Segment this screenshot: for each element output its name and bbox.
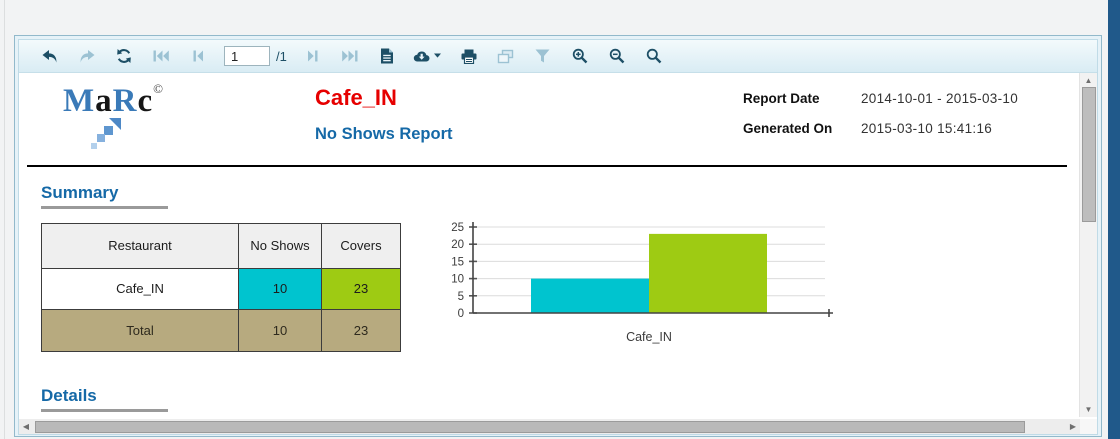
report-viewer: /1	[14, 35, 1102, 437]
vertical-scrollbar[interactable]: ▲ ▼	[1079, 73, 1097, 417]
scroll-right-icon[interactable]: ▶	[1069, 422, 1077, 431]
page-number-input[interactable]	[224, 46, 270, 66]
generated-on-label: Generated On	[743, 121, 833, 136]
report-viewer-frame: /1	[18, 39, 1098, 435]
generated-on-value: 2015-03-10 15:41:16	[861, 121, 993, 136]
report-header: MaRc© Cafe_IN No Shows Report Report Dat…	[41, 81, 1097, 159]
summary-no-shows-cell: 10	[238, 267, 322, 311]
vertical-scroll-thumb[interactable]	[1082, 87, 1096, 222]
report-title-block: Cafe_IN No Shows Report	[315, 81, 743, 159]
brand-logo: MaRc©	[41, 81, 315, 159]
summary-total-no-shows: 10	[238, 309, 322, 352]
window-left-edge	[4, 0, 5, 439]
summary-total-label: Total	[41, 309, 239, 352]
filter-icon[interactable]	[532, 46, 554, 66]
svg-text:25: 25	[451, 222, 464, 234]
report-page: MaRc© Cafe_IN No Shows Report Report Dat…	[19, 73, 1097, 423]
page-total-label: /1	[276, 48, 287, 64]
report-canvas: MaRc© Cafe_IN No Shows Report Report Dat…	[19, 73, 1097, 434]
svg-text:10: 10	[451, 274, 464, 286]
refresh-icon[interactable]	[113, 46, 135, 66]
next-page-icon[interactable]	[302, 46, 324, 66]
svg-text:15: 15	[451, 256, 464, 268]
redo-icon[interactable]	[76, 46, 98, 66]
search-icon[interactable]	[643, 46, 665, 66]
print-copies-icon[interactable]	[495, 46, 517, 66]
summary-table: Restaurant No Shows Covers Cafe_IN 10 23…	[41, 223, 401, 352]
details-heading: Details	[41, 386, 97, 405]
header-divider	[27, 165, 1067, 167]
report-subtitle: No Shows Report	[315, 125, 453, 143]
bar-1	[649, 233, 767, 313]
summary-covers-cell: 23	[321, 267, 401, 311]
report-title: Cafe_IN	[315, 85, 397, 110]
undo-icon[interactable]	[39, 46, 61, 66]
svg-text:5: 5	[458, 291, 464, 303]
scroll-up-icon[interactable]: ▲	[1084, 76, 1093, 85]
report-meta: Report Date 2014-10-01 - 2015-03-10 Gene…	[743, 81, 1097, 159]
report-date-value: 2014-10-01 - 2015-03-10	[861, 91, 1019, 106]
summary-col-restaurant: Restaurant	[41, 223, 239, 269]
summary-total-row: Total 10 23	[41, 309, 401, 352]
svg-text:20: 20	[451, 239, 464, 251]
report-date-label: Report Date	[743, 91, 820, 106]
zoom-out-icon[interactable]	[606, 46, 628, 66]
summary-heading-underline	[41, 206, 168, 209]
export-document-icon[interactable]	[376, 46, 398, 66]
scrollbar-corner	[1080, 419, 1097, 434]
copyright-mark: ©	[153, 81, 165, 96]
last-page-icon[interactable]	[339, 46, 361, 66]
window-accent-strip	[1108, 0, 1120, 439]
summary-data-row: Cafe_IN 10 23	[41, 267, 401, 311]
scroll-down-icon[interactable]: ▼	[1084, 405, 1093, 414]
svg-text:0: 0	[458, 308, 464, 320]
summary-section: Restaurant No Shows Covers Cafe_IN 10 23…	[41, 222, 1097, 352]
horizontal-scrollbar[interactable]: ◀ ▶	[19, 419, 1080, 434]
horizontal-scroll-thumb[interactable]	[35, 420, 1025, 433]
summary-header-row: Restaurant No Shows Covers	[41, 223, 401, 269]
viewer-toolbar: /1	[19, 40, 1097, 73]
details-heading-underline	[41, 409, 168, 412]
summary-bar-chart: 0 5 10 15 20 25 Cafe_IN	[439, 215, 839, 352]
download-cloud-icon[interactable]	[413, 46, 443, 66]
brand-logo-text: MaRc©	[63, 81, 165, 119]
svg-text:Cafe_IN: Cafe_IN	[626, 330, 672, 344]
bar-0	[531, 278, 649, 313]
zoom-in-icon[interactable]	[569, 46, 591, 66]
first-page-icon[interactable]	[150, 46, 172, 66]
summary-col-no-shows: No Shows	[238, 223, 322, 269]
prev-page-icon[interactable]	[187, 46, 209, 66]
page-navigation: /1	[224, 46, 287, 66]
summary-col-covers: Covers	[321, 223, 401, 269]
bar-chart-svg: 0 5 10 15 20 25 Cafe_IN	[451, 222, 833, 344]
summary-total-covers: 23	[321, 309, 401, 352]
summary-heading: Summary	[41, 183, 119, 202]
pixel-arrow-icon	[91, 118, 121, 149]
summary-restaurant-cell: Cafe_IN	[41, 267, 239, 311]
print-icon[interactable]	[458, 46, 480, 66]
scroll-left-icon[interactable]: ◀	[22, 422, 30, 431]
